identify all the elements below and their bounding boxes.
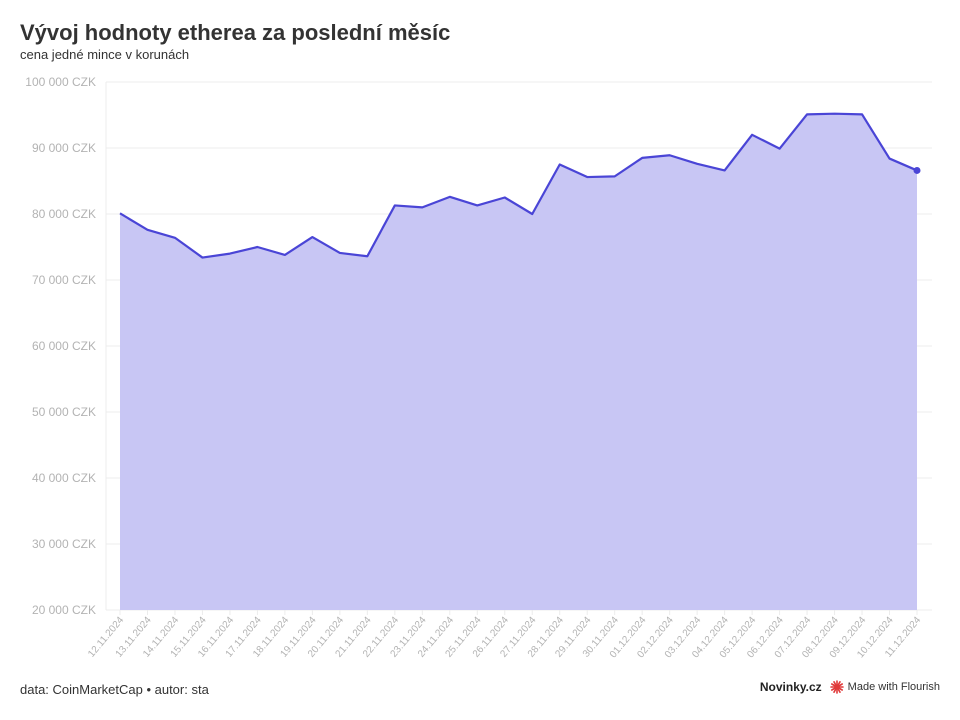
y-tick-label: 20 000 CZK — [32, 603, 96, 617]
data-point — [557, 162, 563, 168]
data-point — [254, 244, 260, 250]
brand-label[interactable]: Novinky.cz — [759, 680, 822, 694]
data-point — [282, 252, 288, 258]
data-point — [777, 146, 783, 152]
data-point — [502, 195, 508, 201]
chart-title: Vývoj hodnoty etherea za poslední měsíc — [20, 20, 451, 45]
data-point — [859, 111, 865, 117]
data-point — [337, 250, 343, 256]
footer-branding: Novinky.cz Made with Flourish — [760, 680, 940, 694]
data-point — [694, 161, 700, 167]
y-tick-label: 90 000 CZK — [32, 141, 96, 155]
data-point — [887, 156, 893, 162]
data-point — [474, 202, 480, 208]
data-point — [419, 204, 425, 210]
source-note: data: CoinMarketCap • autor: sta — [20, 682, 209, 697]
data-point — [227, 251, 233, 257]
end-point-marker — [913, 166, 921, 174]
data-point — [117, 210, 123, 216]
flourish-label: Made with Flourish — [847, 681, 940, 693]
data-point — [722, 167, 728, 173]
y-tick-label: 50 000 CZK — [32, 405, 96, 419]
data-point — [584, 174, 590, 180]
flourish-logo-icon — [829, 680, 844, 694]
data-point — [364, 253, 370, 259]
y-tick-label: 80 000 CZK — [32, 207, 96, 221]
data-point — [529, 211, 535, 217]
data-point — [447, 194, 453, 200]
y-tick-label: 70 000 CZK — [32, 273, 96, 287]
data-point — [172, 235, 178, 241]
y-tick-label: 100 000 CZK — [25, 75, 96, 89]
data-point — [832, 111, 838, 117]
data-point — [749, 132, 755, 138]
data-point — [612, 173, 618, 179]
data-point — [639, 155, 645, 161]
data-point — [309, 234, 315, 240]
data-point — [667, 152, 673, 158]
made-with-flourish-link[interactable]: Made with Flourish — [829, 680, 940, 694]
y-tick-label: 40 000 CZK — [32, 471, 96, 485]
chart-subtitle: cena jedné mince v korunách — [20, 47, 190, 62]
data-point — [804, 111, 810, 117]
y-tick-label: 60 000 CZK — [32, 339, 96, 353]
data-point — [392, 202, 398, 208]
y-tick-label: 30 000 CZK — [32, 537, 96, 551]
mark-layer — [117, 111, 921, 261]
data-point — [144, 227, 150, 233]
data-point — [199, 255, 205, 261]
series-line — [119, 112, 918, 259]
area-layer — [120, 113, 917, 611]
series-area — [120, 113, 917, 611]
